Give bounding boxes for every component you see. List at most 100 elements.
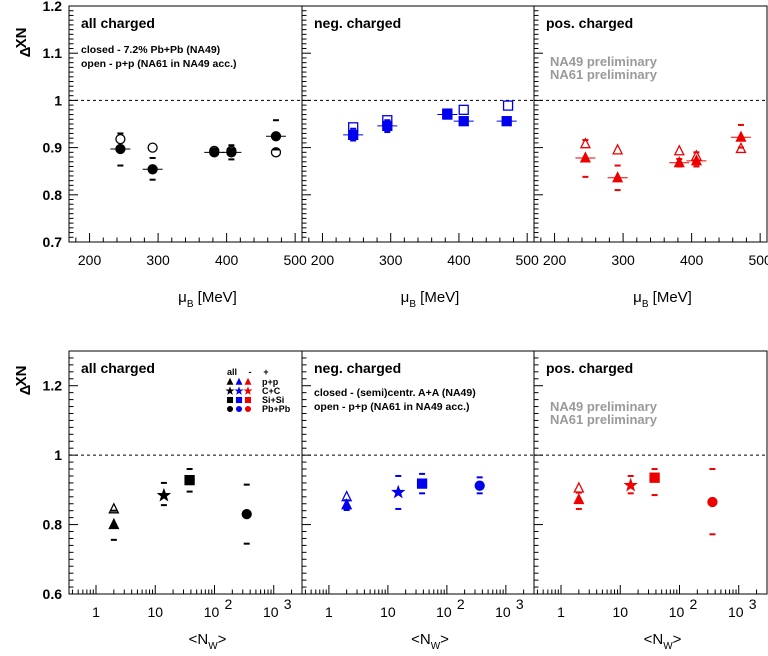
legend-marker [244,377,252,385]
data-point-closed [156,487,172,502]
y-tick-label: 0.8 [43,517,63,533]
x-tick-label: 10 [728,604,744,620]
y-tick-label: 1.1 [43,45,63,61]
x-tick-exponent: 3 [284,596,292,612]
x-tick-label: 500 [748,252,768,268]
panel-title: neg. charged [314,360,401,376]
panel-frame [533,5,768,243]
legend-label: C+C [262,386,281,396]
data-point-closed [115,143,126,155]
x-tick-label: 500 [515,252,539,268]
data-point-closed [649,472,660,483]
panel-frame [68,5,303,243]
y-tick-label: 1.2 [43,0,63,14]
legend-marker [234,386,244,395]
data-point-closed [573,492,585,505]
x-tick-exponent: 2 [689,596,697,612]
data-point-closed [184,474,195,486]
data-point-closed [391,484,406,499]
x-tick-label: 200 [78,252,102,268]
data-point-closed [348,129,359,141]
y-tick-label: 1 [54,447,62,463]
x-tick-exponent: 3 [749,596,757,612]
data-point-closed [382,120,393,132]
y-axis-label-sup: XN [13,366,30,387]
data-point-closed [209,147,220,158]
data-point-closed [707,496,718,508]
y-axis-label-sup: XN [13,28,30,49]
x-tick-label: 300 [611,252,635,268]
x-tick-label: 300 [146,252,170,268]
data-point-closed [623,477,638,492]
preliminary-label: NA61 preliminary [550,67,658,82]
x-tick-label: 500 [283,252,307,268]
panel-note: open - p+p (NA61 in NA49 acc.) [314,401,470,413]
data-point-closed [612,171,624,183]
legend-marker [235,377,243,385]
y-tick-label: 1 [54,92,62,108]
data-point-closed [735,130,747,142]
x-tick-label: 400 [447,252,471,268]
panel-frame [533,350,768,595]
x-tick-label: 10 [669,604,685,620]
x-tick-label: 10 [612,604,628,620]
legend-label: Pb+Pb [262,404,291,414]
panel-pos: 200 300 400 500 μB [MeV] pos. charged NA49 pre… [533,5,768,310]
legend-marker [244,396,252,404]
y-tick-label: 0.6 [43,586,63,602]
data-point-open [502,100,514,111]
x-axis-label: <NW> [189,631,227,652]
legend-marker [244,405,252,413]
x-tick-label: 1 [325,604,333,620]
y-axis-label: Δ [17,46,34,57]
data-point-closed [501,116,512,127]
data-point-open [612,143,624,155]
data-point-closed [226,147,237,158]
legend-marker [226,377,234,385]
x-tick-exponent: 3 [516,596,524,612]
data-point-closed [474,480,485,491]
panel-neg: 1 10 10 2 10 3 <NW> neg. charged closed - (semi)… [301,350,535,652]
x-tick-exponent: 2 [457,596,465,612]
x-tick-label: 200 [543,252,567,268]
x-tick-label: 10 [436,604,452,620]
panel-title: neg. charged [314,15,401,31]
data-point-closed [241,509,252,520]
data-point-open [115,133,126,145]
legend-marker [243,386,253,395]
x-axis-label: μB [MeV] [633,289,692,310]
data-point-open [147,142,158,153]
x-tick-label: 1 [92,604,100,620]
legend-marker [235,396,243,404]
x-tick-label: 300 [379,252,403,268]
panel-neg: 200 300 400 500 μB [MeV] neg. charged [301,5,539,310]
y-tick-label: 0.8 [43,187,63,203]
x-tick-label: 400 [215,252,239,268]
preliminary-label: NA49 preliminary [550,399,658,414]
legend-header: + [263,367,268,377]
data-point-closed [108,517,120,530]
data-point-open [458,104,469,115]
legend-header: all [227,367,237,377]
panel-frame [301,5,535,243]
x-axis-label: <NW> [644,631,682,652]
legend-marker [226,396,234,404]
x-tick-label: 10 [495,604,511,620]
y-tick-label: 1.2 [43,378,63,394]
legend-marker [225,386,235,395]
legend-label: p+p [262,377,279,387]
x-axis-label: <NW> [411,631,449,652]
panel-title: pos. charged [546,15,633,31]
x-tick-label: 1 [557,604,565,620]
data-point-closed [341,498,353,510]
data-point-closed [690,154,702,166]
data-point-closed [458,116,469,127]
data-point-open [579,137,591,149]
panel-title: all charged [81,360,155,376]
x-axis-label: μB [MeV] [401,289,460,310]
x-tick-label: 10 [263,604,279,620]
